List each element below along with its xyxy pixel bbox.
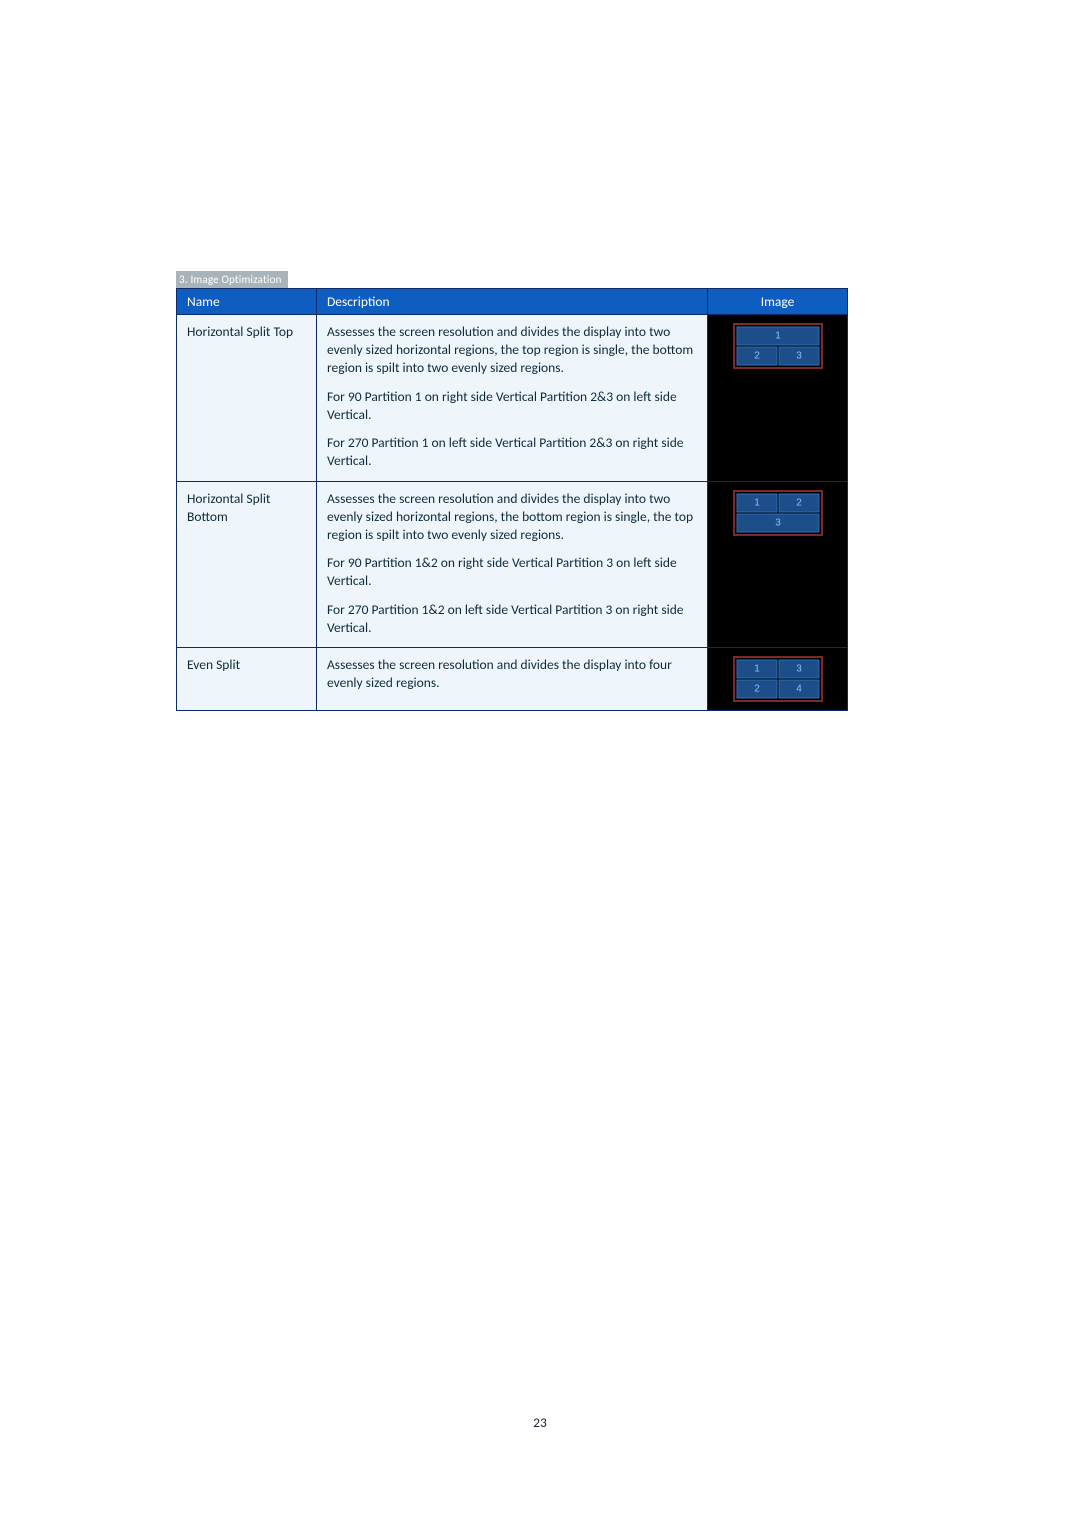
diagram-split-top: 1 2 3 bbox=[714, 323, 841, 369]
diagram-label: 3 bbox=[796, 664, 802, 675]
table-row: Horizontal Split Top Assesses the screen… bbox=[177, 315, 848, 482]
row-description: Assesses the screen resolution and divid… bbox=[317, 648, 708, 711]
section-tag: 3. Image Optimization bbox=[176, 271, 288, 288]
diagram-label: 3 bbox=[775, 517, 781, 528]
row-name: Horizontal Split Top bbox=[177, 315, 317, 482]
diagram-label: 1 bbox=[754, 664, 760, 675]
col-header-description: Description bbox=[317, 289, 708, 315]
table-row: Even Split Assesses the screen resolutio… bbox=[177, 648, 848, 711]
desc-paragraph: For 270 Partition 1 on left side Vertica… bbox=[327, 434, 697, 470]
table-header-row: Name Description Image bbox=[177, 289, 848, 315]
row-image: 1 2 3 bbox=[708, 315, 848, 482]
diagram-label: 2 bbox=[754, 684, 760, 695]
page-number: 23 bbox=[0, 1414, 1080, 1431]
row-description: Assesses the screen resolution and divid… bbox=[317, 315, 708, 482]
diagram-split-bottom: 1 2 3 bbox=[714, 490, 841, 536]
partition-table: Name Description Image Horizontal Split … bbox=[176, 288, 848, 711]
page-content: 3. Image Optimization Name Description I… bbox=[176, 270, 848, 711]
row-description: Assesses the screen resolution and divid… bbox=[317, 481, 708, 648]
diagram-label: 3 bbox=[796, 351, 802, 362]
row-image: 1 2 3 bbox=[708, 481, 848, 648]
desc-paragraph: For 270 Partition 1&2 on left side Verti… bbox=[327, 601, 697, 637]
diagram-label: 4 bbox=[796, 684, 802, 695]
desc-paragraph: Assesses the screen resolution and divid… bbox=[327, 323, 697, 378]
col-header-name: Name bbox=[177, 289, 317, 315]
desc-paragraph: For 90 Partition 1 on right side Vertica… bbox=[327, 388, 697, 424]
desc-paragraph: Assesses the screen resolution and divid… bbox=[327, 656, 697, 692]
desc-paragraph: Assesses the screen resolution and divid… bbox=[327, 490, 697, 545]
col-header-image: Image bbox=[708, 289, 848, 315]
diagram-label: 2 bbox=[754, 351, 760, 362]
diagram-even-split: 1 3 2 4 bbox=[714, 656, 841, 702]
row-image: 1 3 2 4 bbox=[708, 648, 848, 711]
desc-paragraph: For 90 Partition 1&2 on right side Verti… bbox=[327, 554, 697, 590]
row-name: Even Split bbox=[177, 648, 317, 711]
diagram-label: 1 bbox=[775, 331, 781, 342]
diagram-label: 1 bbox=[754, 497, 760, 508]
row-name: Horizontal Split Bottom bbox=[177, 481, 317, 648]
table-row: Horizontal Split Bottom Assesses the scr… bbox=[177, 481, 848, 648]
diagram-label: 2 bbox=[796, 497, 802, 508]
